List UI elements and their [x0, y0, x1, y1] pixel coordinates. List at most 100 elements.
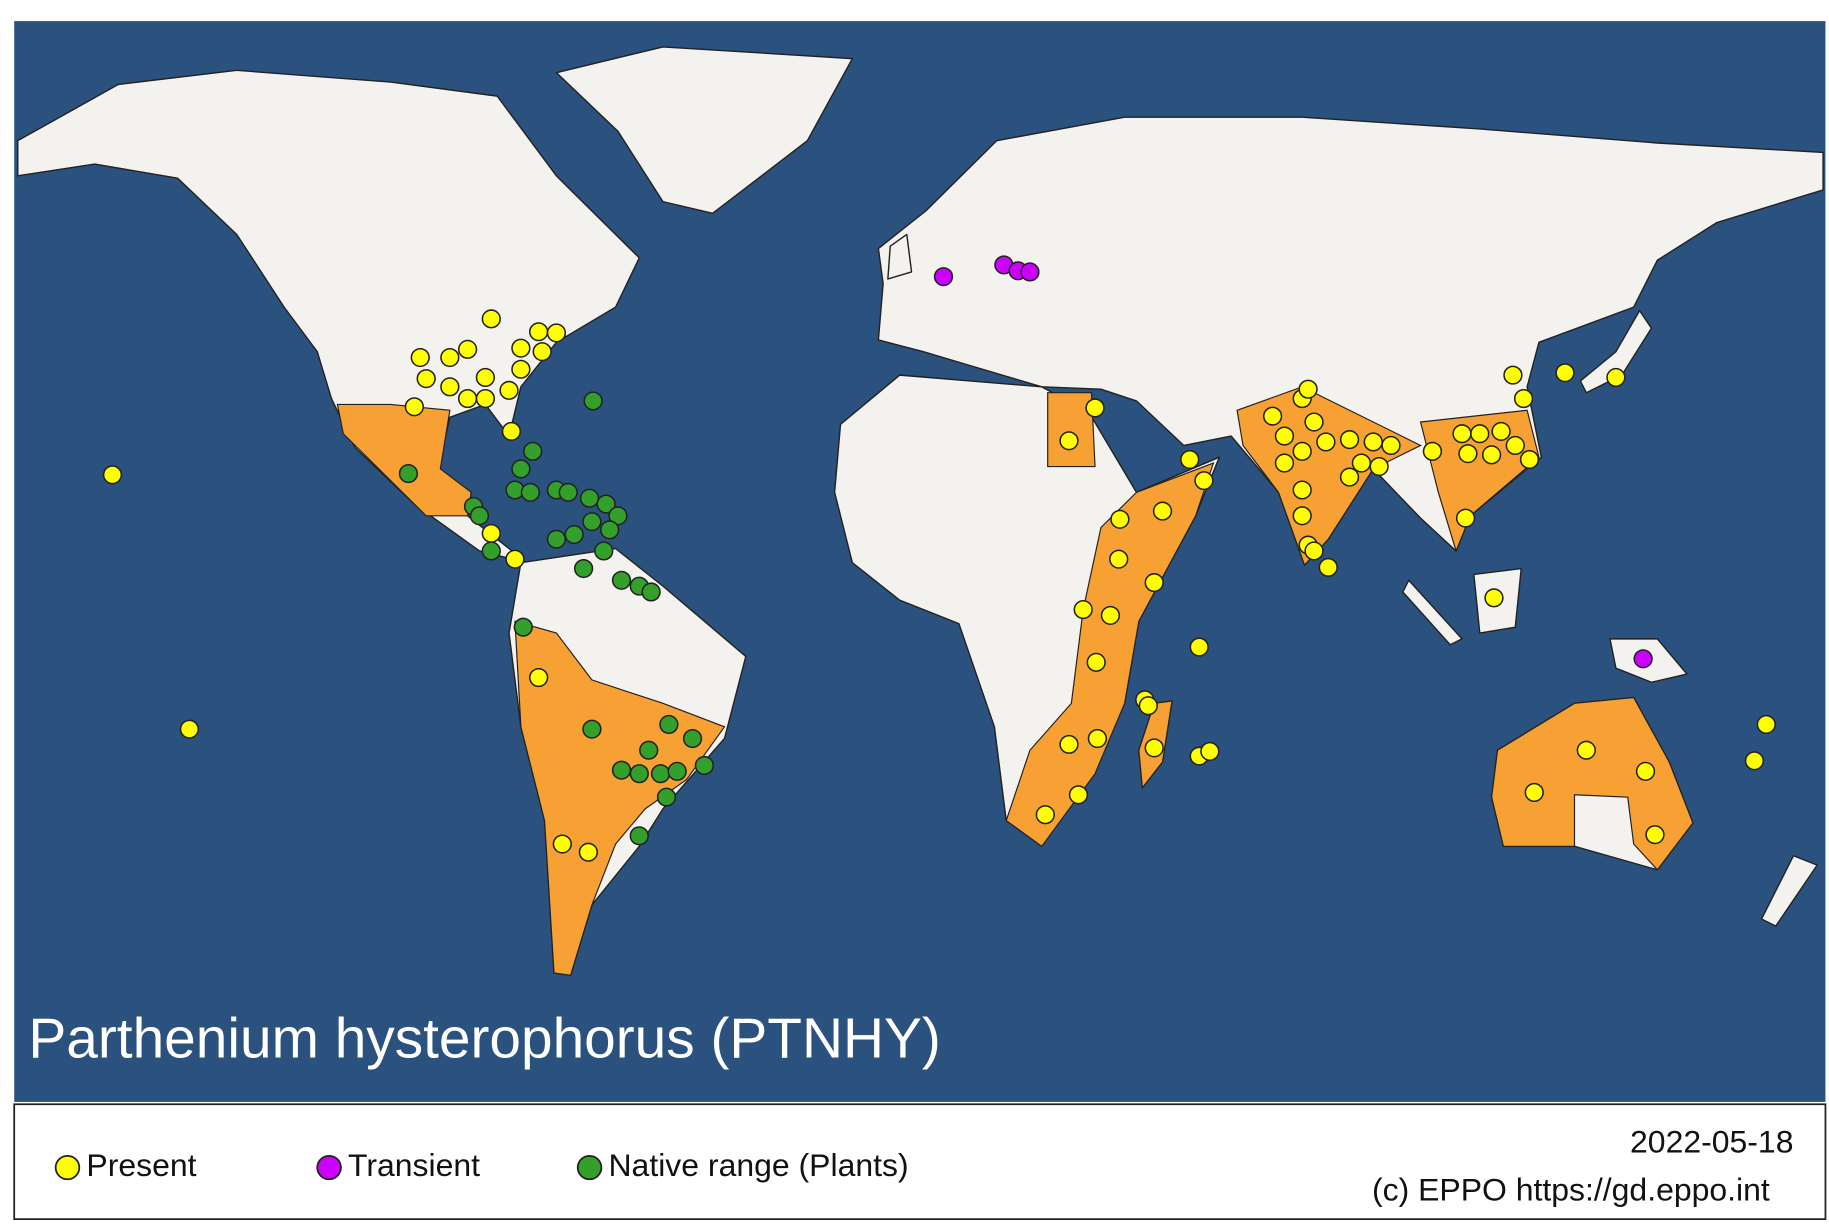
present-dot	[501, 421, 522, 441]
present-dot	[1144, 738, 1164, 758]
present-dot	[440, 377, 460, 397]
present-dot	[1635, 761, 1656, 781]
present-dot	[1484, 588, 1504, 608]
present-dot	[475, 367, 496, 388]
native-dot	[611, 570, 632, 590]
present-dot	[1298, 379, 1318, 399]
present-dot	[1262, 406, 1283, 426]
present-dot	[528, 668, 549, 688]
present-dot	[1513, 389, 1534, 409]
present-dot	[1503, 365, 1523, 385]
native-dot	[656, 787, 677, 807]
present-dot	[1756, 714, 1776, 735]
present-dot	[1085, 398, 1105, 418]
native-dot	[608, 506, 628, 526]
present-dot	[1481, 445, 1502, 465]
present-dot	[505, 549, 525, 569]
native-dot	[600, 520, 620, 540]
present-dot	[475, 389, 496, 409]
indonesia	[1402, 579, 1463, 646]
present-dot	[1152, 501, 1173, 521]
present-dot	[528, 322, 549, 342]
present-dot	[532, 342, 552, 362]
present-dot	[1274, 453, 1295, 473]
native-dot	[481, 541, 501, 561]
present-dot	[1059, 734, 1079, 754]
present-dot	[511, 338, 531, 358]
transient-dot	[1020, 262, 1040, 282]
legend: Present Transient Native range (Plants)	[54, 1147, 909, 1183]
region-egypt	[1047, 392, 1096, 468]
present-dot	[1422, 441, 1443, 461]
present-dot	[1086, 652, 1106, 672]
present-dot	[1304, 541, 1324, 561]
native-dot	[579, 488, 600, 508]
present-dot	[1505, 435, 1525, 456]
present-dot	[1189, 637, 1209, 657]
native-dot	[611, 760, 632, 780]
present-dot	[1059, 431, 1079, 451]
native-dot	[564, 524, 584, 545]
present-dot	[511, 359, 531, 379]
native-dot	[398, 464, 419, 484]
present-dot	[1351, 453, 1372, 473]
present-dot	[1318, 557, 1338, 577]
native-dot	[582, 719, 602, 739]
native-dot	[667, 761, 687, 781]
japan	[1579, 309, 1653, 394]
native-dot	[511, 459, 531, 479]
native-dot	[594, 541, 614, 561]
legend-label: Transient	[348, 1147, 480, 1183]
present-dot	[1519, 449, 1540, 470]
native-dot	[513, 617, 533, 637]
copyright: (c) EPPO https://gd.eppo.int	[1372, 1172, 1770, 1208]
native-dot	[582, 512, 602, 532]
native-dot	[682, 728, 703, 749]
present-dot	[1292, 506, 1312, 526]
present-dot	[1087, 728, 1108, 749]
native-dot	[583, 391, 603, 411]
present-dot	[1316, 432, 1336, 452]
transient-dot	[933, 267, 954, 287]
present-dot	[1073, 600, 1093, 620]
native-dot	[558, 482, 578, 502]
present-dot	[1292, 441, 1312, 461]
present-dot	[546, 323, 567, 343]
present-dot	[102, 465, 123, 485]
native-dot	[520, 482, 540, 502]
present-dot	[1363, 432, 1383, 452]
map-date: 2022-05-18	[1630, 1124, 1793, 1160]
present-dot	[1381, 435, 1401, 456]
native-dot	[629, 826, 649, 846]
native-dot	[639, 740, 659, 760]
present-dot	[457, 389, 478, 409]
present-dot	[499, 380, 519, 400]
legend-marker	[54, 1154, 81, 1181]
region-south-america	[514, 620, 726, 976]
present-dot	[1068, 785, 1089, 805]
present-dot	[1304, 412, 1324, 432]
native-dot	[596, 494, 616, 514]
present-dot	[481, 309, 501, 329]
map-title: Parthenium hysterophorus (PTNHY)	[28, 1007, 940, 1070]
present-dot	[578, 842, 599, 862]
legend-label: Native range (Plants)	[608, 1147, 908, 1183]
legend-label: Present	[86, 1147, 196, 1183]
legend-marker	[316, 1154, 342, 1181]
native-dot	[659, 714, 679, 735]
present-dot	[410, 347, 430, 368]
present-dot	[1524, 782, 1544, 802]
native-dot	[523, 441, 543, 461]
occurrence-dots	[102, 255, 1776, 862]
present-dot	[1110, 509, 1130, 529]
present-dot	[1339, 430, 1360, 450]
native-dot	[641, 582, 661, 602]
present-dot	[1369, 457, 1389, 477]
present-dot	[1274, 426, 1295, 446]
present-dot	[1458, 444, 1478, 464]
present-dot	[404, 397, 424, 417]
present-dot	[416, 369, 436, 389]
present-dot	[1200, 741, 1220, 761]
present-dot	[1744, 751, 1765, 771]
present-dot	[1555, 363, 1575, 383]
